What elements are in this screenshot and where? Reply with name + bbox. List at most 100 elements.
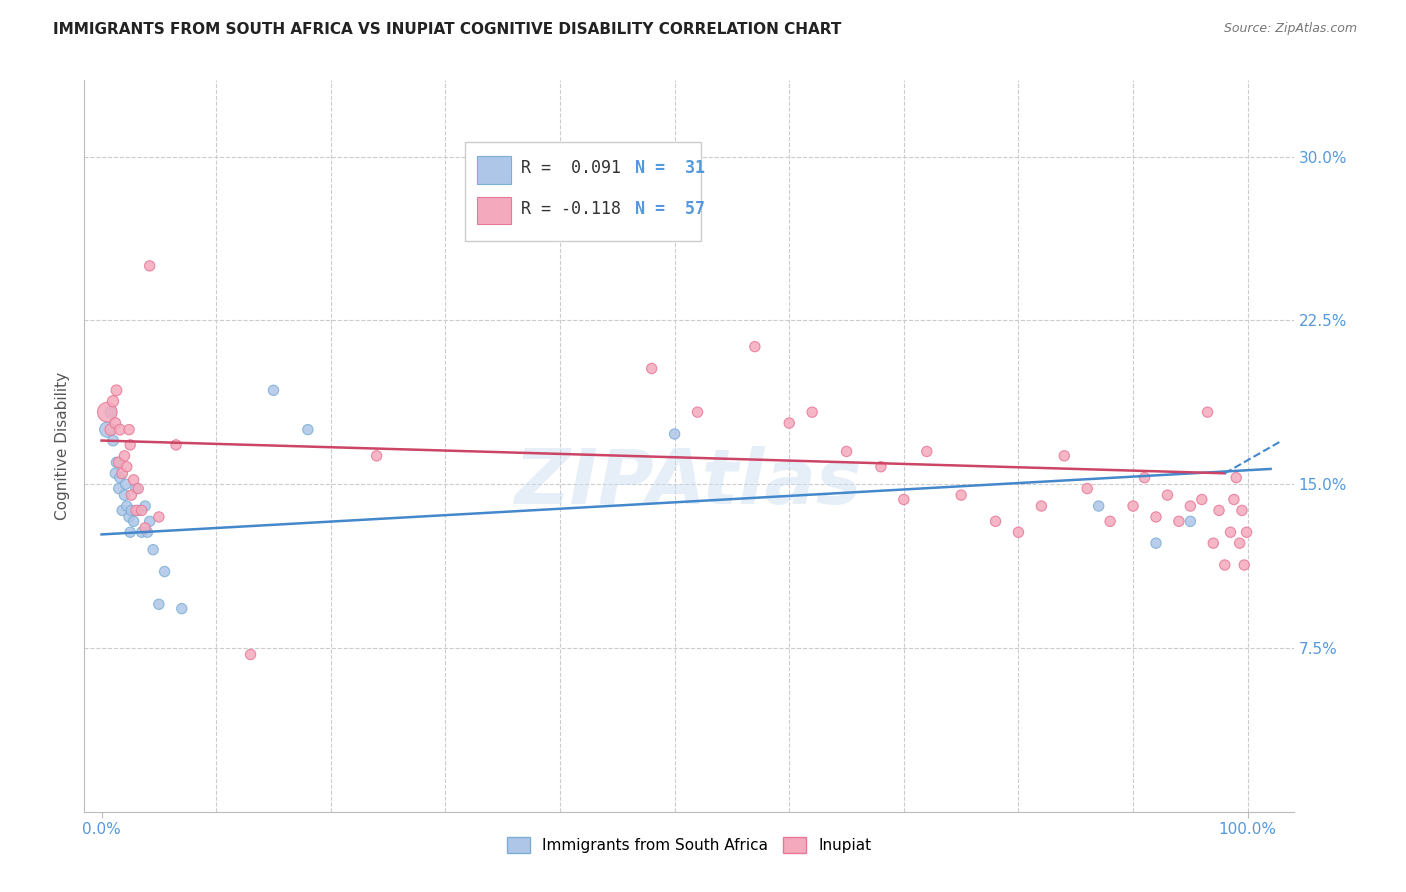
Bar — [478, 196, 512, 225]
Point — [111, 467, 134, 481]
Point — [1230, 503, 1253, 517]
Point — [114, 477, 136, 491]
Point — [1223, 492, 1246, 507]
Point — [950, 488, 973, 502]
Point — [120, 525, 142, 540]
Point — [1144, 536, 1167, 550]
Point — [664, 427, 686, 442]
Point — [131, 503, 153, 517]
Point — [686, 405, 709, 419]
Point — [118, 423, 141, 437]
Point — [122, 514, 145, 528]
Text: IMMIGRANTS FROM SOUTH AFRICA VS INUPIAT COGNITIVE DISABILITY CORRELATION CHART: IMMIGRANTS FROM SOUTH AFRICA VS INUPIAT … — [53, 22, 842, 37]
Point — [131, 525, 153, 540]
Point — [239, 648, 262, 662]
Point — [801, 405, 824, 419]
Point — [111, 503, 134, 517]
Point — [148, 597, 170, 611]
Point — [1053, 449, 1076, 463]
Point — [1180, 514, 1202, 528]
Point — [778, 416, 800, 430]
Point — [915, 444, 938, 458]
Point — [744, 340, 766, 354]
Point — [127, 503, 149, 517]
Point — [108, 423, 131, 437]
Point — [148, 510, 170, 524]
Point — [1031, 499, 1053, 513]
Point — [136, 525, 159, 540]
Text: N =  31: N = 31 — [634, 160, 704, 178]
Point — [105, 455, 128, 469]
Point — [138, 514, 160, 528]
Point — [1180, 499, 1202, 513]
Point — [120, 438, 142, 452]
Point — [263, 384, 285, 398]
Point — [1236, 525, 1258, 540]
Point — [108, 470, 131, 484]
Point — [1007, 525, 1029, 540]
Text: Source: ZipAtlas.com: Source: ZipAtlas.com — [1223, 22, 1357, 36]
Point — [870, 459, 893, 474]
Point — [1087, 499, 1109, 513]
Point — [134, 499, 156, 513]
Point — [127, 482, 149, 496]
Point — [1076, 482, 1098, 496]
Point — [1156, 488, 1178, 502]
Point — [1225, 470, 1247, 484]
Point — [100, 423, 122, 437]
Point — [641, 361, 664, 376]
Point — [1202, 536, 1225, 550]
Point — [125, 482, 148, 496]
Bar — [478, 156, 512, 184]
Point — [835, 444, 858, 458]
Point — [114, 488, 136, 502]
Point — [115, 459, 138, 474]
Text: ZIPAtlas: ZIPAtlas — [515, 446, 863, 519]
Point — [134, 521, 156, 535]
Point — [107, 482, 129, 496]
Point — [1213, 558, 1236, 572]
Point — [120, 503, 142, 517]
Point — [122, 473, 145, 487]
Point — [101, 394, 124, 409]
Point — [984, 514, 1007, 528]
Point — [1144, 510, 1167, 524]
Point — [100, 405, 122, 419]
Point — [165, 438, 187, 452]
Point — [297, 423, 319, 437]
Point — [101, 434, 124, 448]
Point — [1191, 492, 1213, 507]
Text: R =  0.091: R = 0.091 — [520, 160, 621, 178]
Point — [107, 455, 129, 469]
Point — [153, 565, 176, 579]
Point — [96, 405, 118, 419]
Text: R = -0.118: R = -0.118 — [520, 200, 621, 218]
Point — [1208, 503, 1230, 517]
Point — [104, 467, 127, 481]
Point — [105, 384, 128, 398]
Point — [114, 449, 136, 463]
Point — [104, 416, 127, 430]
Point — [120, 488, 142, 502]
Point — [138, 259, 160, 273]
Point — [170, 601, 193, 615]
Legend: Immigrants from South Africa, Inupiat: Immigrants from South Africa, Inupiat — [501, 830, 877, 859]
Point — [366, 449, 388, 463]
Point — [1099, 514, 1122, 528]
Point — [118, 510, 141, 524]
Point — [1133, 470, 1156, 484]
Text: N =  57: N = 57 — [634, 200, 704, 218]
Point — [1122, 499, 1144, 513]
Point — [893, 492, 915, 507]
Point — [142, 542, 165, 557]
Point — [96, 423, 118, 437]
Point — [1167, 514, 1189, 528]
Point — [125, 503, 148, 517]
Bar — [465, 143, 702, 241]
Point — [1233, 558, 1256, 572]
Point — [115, 499, 138, 513]
Point — [1219, 525, 1241, 540]
Point — [1197, 405, 1219, 419]
Y-axis label: Cognitive Disability: Cognitive Disability — [55, 372, 70, 520]
Point — [1229, 536, 1251, 550]
